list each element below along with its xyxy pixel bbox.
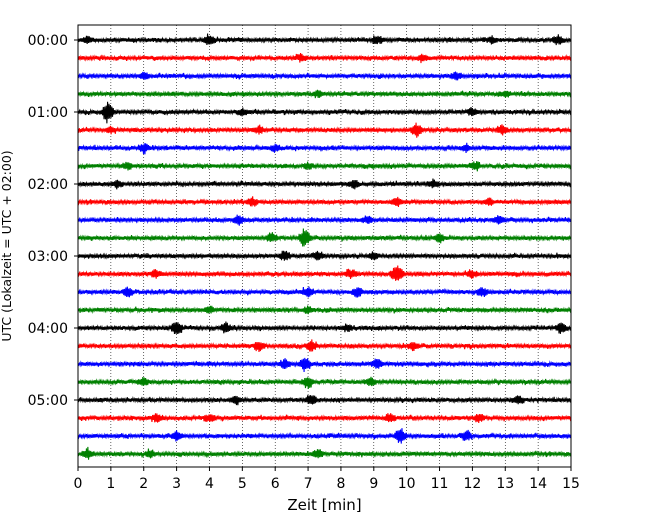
x-tick-label: 6 (271, 476, 280, 492)
trace-0500 (77, 395, 572, 406)
x-tick-label: 1 (106, 476, 115, 492)
y-tick-label: 00:00 (28, 33, 68, 49)
trace-0015 (77, 52, 572, 64)
trace-0130 (77, 142, 572, 155)
trace-0300 (77, 250, 572, 261)
trace-0515 (77, 413, 572, 423)
x-tick-label: 3 (172, 476, 181, 492)
x-tick-label: 12 (463, 476, 481, 492)
x-tick-label: 14 (529, 476, 547, 492)
trace-0000 (77, 33, 572, 46)
trace-0315 (77, 265, 572, 281)
plot-frame (77, 24, 572, 468)
x-tick-label: 15 (562, 476, 580, 492)
trace-0345 (77, 305, 572, 315)
trace-0400 (77, 321, 572, 335)
y-axis: 00:00 01:00 02:00 03:00 04:00 05:00 (28, 33, 78, 409)
trace-0415 (77, 339, 572, 353)
x-tick-label: 2 (139, 476, 148, 492)
trace-0145 (77, 161, 572, 172)
trace-0245 (77, 228, 572, 247)
x-tick-label: 0 (74, 476, 83, 492)
trace-0030 (77, 71, 572, 81)
y-axis-label: UTC (Lokalzeit = UTC + 02:00) (0, 150, 14, 341)
x-tick-label: 13 (496, 476, 514, 492)
trace-0230 (77, 214, 572, 226)
trace-0545 (77, 446, 572, 460)
trace-0045 (77, 89, 572, 99)
y-tick-label: 03:00 (28, 249, 68, 265)
x-tick-label: 4 (205, 476, 214, 492)
x-tick-label: 7 (304, 476, 313, 492)
x-tick-label: 11 (431, 476, 449, 492)
y-tick-label: 02:00 (28, 177, 68, 193)
seismogram-traces (77, 33, 572, 460)
x-tick-label: 10 (398, 476, 416, 492)
y-tick-label: 05:00 (28, 393, 68, 409)
trace-0330 (77, 286, 572, 298)
y-tick-label: 04:00 (28, 321, 68, 337)
x-tick-label: 5 (238, 476, 247, 492)
trace-0430 (77, 357, 572, 372)
trace-0200 (77, 178, 572, 190)
trace-0115 (77, 122, 572, 138)
x-tick-label: 9 (369, 476, 378, 492)
trace-0445 (77, 376, 572, 390)
trace-0530 (77, 428, 572, 444)
trace-0215 (77, 196, 572, 207)
x-axis: 0 1 2 3 4 5 6 7 8 9 10 11 12 13 14 15 (74, 467, 580, 492)
y-tick-label: 01:00 (28, 105, 68, 121)
trace-0100 (77, 101, 572, 124)
x-tick-label: 8 (336, 476, 345, 492)
x-axis-label: Zeit [min] (287, 496, 361, 514)
